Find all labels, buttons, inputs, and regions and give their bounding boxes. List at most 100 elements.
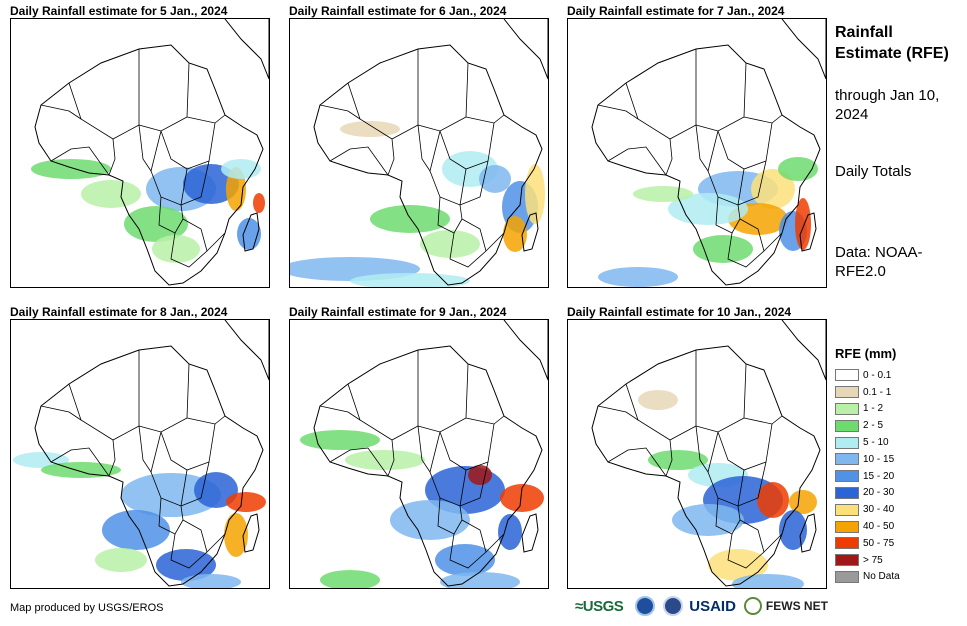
country-border xyxy=(50,146,110,176)
country-border xyxy=(665,138,673,176)
madagascar-outline xyxy=(242,212,260,252)
legend-label: 0.1 - 1 xyxy=(863,386,892,398)
country-border xyxy=(763,232,783,252)
madagascar-outline xyxy=(521,513,539,553)
rainfall-map xyxy=(10,18,270,288)
panel-title: Daily Rainfall estimate for 10 Jan., 202… xyxy=(567,305,792,319)
data-source-text: Data: NOAA-RFE2.0 xyxy=(835,244,923,280)
rainfall-area xyxy=(500,484,544,512)
arabia-outline xyxy=(503,320,548,381)
arabia-outline xyxy=(503,19,548,80)
usaid-logo: USAID xyxy=(689,597,736,615)
country-border xyxy=(68,49,140,140)
legend-swatch xyxy=(835,453,859,466)
rainfall-area xyxy=(435,544,495,576)
country-border xyxy=(160,423,216,471)
country-border xyxy=(186,415,226,425)
country-border xyxy=(459,461,489,507)
country-border xyxy=(607,146,667,176)
country-border xyxy=(695,425,719,473)
country-border xyxy=(40,405,82,421)
country-border xyxy=(459,160,489,206)
coastline xyxy=(313,44,543,286)
legend-swatch xyxy=(835,537,859,550)
country-border xyxy=(695,62,747,132)
legend-row: 15 - 20 xyxy=(835,468,900,485)
map-credit: Map produced by USGS/EROS xyxy=(10,602,164,614)
panel-title: Daily Rainfall estimate for 6 Jan., 2024 xyxy=(289,4,507,18)
panel-title: Daily Rainfall estimate for 7 Jan., 2024 xyxy=(567,4,785,18)
legend-swatch xyxy=(835,554,859,567)
rainfall-overlay xyxy=(638,390,817,588)
panel-title: Daily Rainfall estimate for 9 Jan., 2024 xyxy=(289,305,507,319)
legend-swatch xyxy=(835,470,859,483)
rainfall-area xyxy=(503,216,527,252)
arabia-outline xyxy=(781,19,826,80)
country-border xyxy=(695,363,747,433)
country-border xyxy=(180,160,210,206)
legend-label: 20 - 30 xyxy=(863,487,895,499)
country-border xyxy=(597,104,639,120)
legend-swatch xyxy=(835,369,859,382)
legend-label: 15 - 20 xyxy=(863,470,895,482)
coastline xyxy=(313,345,543,587)
rainfall-area xyxy=(224,513,248,557)
rainfall-area xyxy=(757,482,789,518)
madagascar-outline xyxy=(799,212,817,252)
rainfall-area xyxy=(598,267,678,287)
madagascar-outline xyxy=(242,513,260,553)
rainfall-area xyxy=(340,121,400,137)
rainfall-area xyxy=(370,205,450,233)
legend-label: 50 - 75 xyxy=(863,537,895,549)
rainfall-area xyxy=(479,165,511,193)
madagascar-outline xyxy=(521,212,539,252)
legend-label: 0 - 0.1 xyxy=(863,369,892,381)
rainfall-map xyxy=(289,18,549,288)
rainfall-area xyxy=(41,462,121,478)
country-border xyxy=(717,122,773,170)
country-border xyxy=(387,439,395,477)
arabia-outline xyxy=(224,320,269,381)
legend-label: > 75 xyxy=(863,554,883,566)
rainfall-area xyxy=(633,186,693,202)
rainfall-area xyxy=(95,548,147,572)
legend-row: 2 - 5 xyxy=(835,417,900,434)
africa-map-svg xyxy=(290,19,548,287)
country-border xyxy=(329,146,389,176)
panel-title: Daily Rainfall estimate for 8 Jan., 2024 xyxy=(10,305,228,319)
country-border xyxy=(449,218,487,268)
legend-label: No Data xyxy=(863,571,900,583)
country-border xyxy=(138,62,190,132)
rainfall-area xyxy=(795,198,811,250)
usgs-logo: ≈USGS xyxy=(575,597,624,615)
country-border xyxy=(319,104,361,120)
country-border xyxy=(387,138,395,176)
legend-swatch xyxy=(835,386,859,399)
rainfall-area xyxy=(226,492,266,512)
country-border xyxy=(40,104,82,120)
country-border xyxy=(180,461,210,507)
country-border xyxy=(429,469,467,507)
country-border xyxy=(170,519,208,569)
legend-heading: Rainfall Estimate (RFE) xyxy=(835,24,949,62)
country-border xyxy=(319,405,361,421)
panel-title: Daily Rainfall estimate for 5 Jan., 2024 xyxy=(10,4,228,18)
country-border xyxy=(625,49,697,140)
country-border xyxy=(707,469,745,507)
legend-label: 1 - 2 xyxy=(863,403,884,415)
country-border xyxy=(417,363,469,433)
rainfall-map xyxy=(567,319,827,589)
rainfall-map xyxy=(567,18,827,288)
legend-label: 30 - 40 xyxy=(863,504,895,516)
legend-label: 40 - 50 xyxy=(863,521,895,533)
country-border xyxy=(707,168,745,206)
country-border xyxy=(108,138,116,176)
country-border xyxy=(206,533,226,553)
country-border xyxy=(68,350,140,441)
rainfall-area xyxy=(708,549,768,581)
country-border xyxy=(743,415,783,425)
legend-row: 0.1 - 1 xyxy=(835,384,900,401)
legend-row: No Data xyxy=(835,569,900,586)
country-border xyxy=(429,168,467,206)
legend-row: 0 - 0.1 xyxy=(835,367,900,384)
